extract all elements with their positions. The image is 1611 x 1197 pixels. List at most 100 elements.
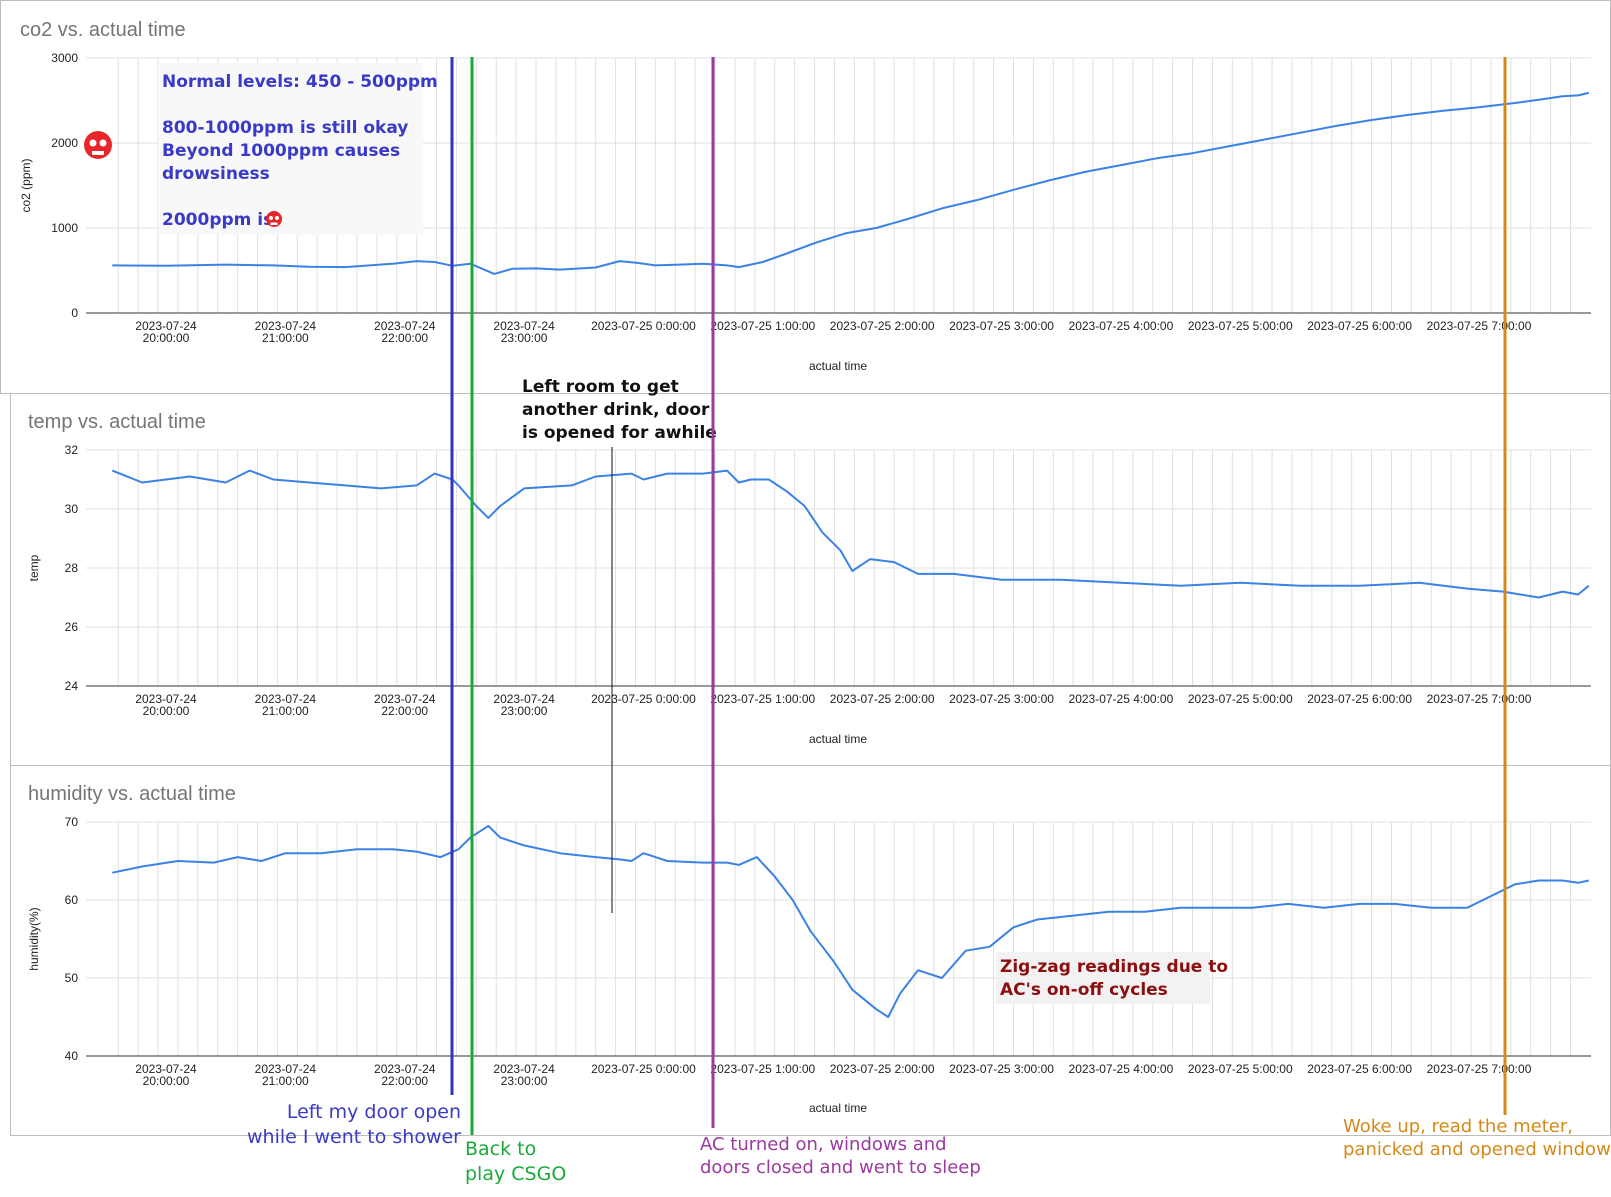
x-tick-label: 2023-07-25 0:00:00 [591,319,696,333]
humidity-chart: 40 50 60 70 humidity vs. actual time actual t… [27,783,1591,1115]
series-line-humidity [112,824,1590,1018]
x-tick-label: 2023-07-25 1:00:00 [710,1062,815,1076]
x-tick-label: 2023-07-25 2:00:00 [830,692,935,706]
x-tick-label: 2023-07-24 [255,692,317,706]
y-tick-label: 26 [65,620,79,634]
x-tick-label: 2023-07-24 [374,692,436,706]
y-tick-label: 32 [65,443,79,457]
x-tick-label: 2023-07-24 [255,1062,317,1076]
x-tick-label-time: 22:00:00 [381,331,428,345]
co2-info-line2: 800-1000ppm is still okay [162,118,408,138]
x-tick-label-time: 23:00:00 [501,704,548,718]
skull-icon [84,131,112,159]
x-tick-label: 2023-07-24 [493,692,555,706]
x-tick-label: 2023-07-25 5:00:00 [1188,1062,1293,1076]
shower-note-line1: Left my door open [287,1101,461,1123]
co2-info-line1: Normal levels: 450 - 500ppm [162,72,438,92]
drink-note-line1: Left room to get [522,377,679,397]
x-tick-label: 2023-07-25 4:00:00 [1069,1062,1174,1076]
zigzag-note-line2: AC's on-off cycles [1000,980,1168,1000]
x-tick-label: 2023-07-24 [493,1062,555,1076]
y-tick-label: 30 [65,502,79,516]
woke-note-line1: Woke up, read the meter, [1343,1116,1573,1137]
y-axis-label: humidity(%) [27,907,41,970]
x-tick-label: 2023-07-25 6:00:00 [1307,1062,1412,1076]
drink-note-line3: is opened for awhile [522,423,717,443]
x-tick-label: 2023-07-25 1:00:00 [710,692,815,706]
x-tick-label: 2023-07-25 6:00:00 [1307,692,1412,706]
series-line-temp [111,469,1590,599]
co2-info-box [158,63,423,235]
sleep-note-line2: doors closed and went to sleep [700,1157,981,1178]
x-tick-label: 2023-07-25 0:00:00 [591,692,696,706]
x-tick-label-time: 23:00:00 [501,331,548,345]
sleep-note-line1: AC turned on, windows and [700,1134,947,1155]
y-tick-label: 1000 [51,221,78,235]
x-tick-label: 2023-07-25 3:00:00 [949,319,1054,333]
x-tick-label-time: 21:00:00 [262,704,309,718]
skull-icon-small [266,211,282,227]
y-tick-label: 60 [65,893,79,907]
y-tick-label: 70 [65,815,79,829]
x-tick-label: 2023-07-25 3:00:00 [949,1062,1054,1076]
x-axis-label: actual time [809,732,867,746]
x-tick-label: 2023-07-25 1:00:00 [710,319,815,333]
x-tick-label: 2023-07-24 [135,319,197,333]
y-tick-label: 28 [65,561,79,575]
y-tick-label: 0 [71,306,78,320]
x-tick-label: 2023-07-25 5:00:00 [1188,319,1293,333]
zigzag-note-line1: Zig-zag readings due to [1000,957,1228,977]
x-axis-label: actual time [809,359,867,373]
x-tick-label-time: 21:00:00 [262,331,309,345]
chart-title: co2 vs. actual time [20,19,186,41]
x-tick-label: 2023-07-25 0:00:00 [591,1062,696,1076]
x-tick-label: 2023-07-24 [493,319,555,333]
x-tick-label: 2023-07-24 [374,1062,436,1076]
x-tick-label: 2023-07-25 7:00:00 [1427,1062,1532,1076]
temp-chart-frame [10,393,1611,766]
humidity-chart-frame [10,765,1611,1136]
y-axis-label: temp [27,554,41,581]
y-tick-label: 50 [65,971,79,985]
x-tick-label: 2023-07-25 5:00:00 [1188,692,1293,706]
series-line-co2 [112,91,1590,275]
x-tick-label: 2023-07-24 [135,692,197,706]
chart-title: temp vs. actual time [28,411,206,433]
x-tick-label-time: 22:00:00 [381,704,428,718]
co2-info-line4: drowsiness [162,164,270,184]
x-tick-label: 2023-07-25 7:00:00 [1427,319,1532,333]
y-tick-label: 40 [65,1049,79,1063]
x-axis-label: actual time [809,1101,867,1115]
x-tick-label: 2023-07-25 3:00:00 [949,692,1054,706]
y-axis-label: co2 (ppm) [19,158,33,212]
y-tick-label: 24 [65,679,79,693]
chart-title: humidity vs. actual time [28,783,236,805]
y-tick-label: 3000 [51,51,78,65]
x-tick-label-time: 23:00:00 [501,1074,548,1088]
x-tick-label: 2023-07-24 [135,1062,197,1076]
x-tick-label-time: 20:00:00 [143,1074,190,1088]
x-tick-label: 2023-07-24 [374,319,436,333]
x-tick-label: 2023-07-24 [255,319,317,333]
shower-note-line2: while I went to shower [247,1126,461,1148]
temp-chart: 24 26 28 30 32 temp vs. actual time actual tim… [27,411,1591,746]
co2-info-line5: 2000ppm is [162,210,273,230]
x-tick-label: 2023-07-25 2:00:00 [830,319,935,333]
drink-note-line2: another drink, door [522,400,710,420]
woke-note-line2: panicked and opened windows [1343,1139,1611,1160]
x-tick-label: 2023-07-25 6:00:00 [1307,319,1412,333]
x-tick-label: 2023-07-25 7:00:00 [1427,692,1532,706]
x-tick-label-time: 20:00:00 [143,331,190,345]
x-tick-label: 2023-07-25 4:00:00 [1069,319,1174,333]
y-tick-label: 2000 [51,136,78,150]
x-tick-label: 2023-07-25 4:00:00 [1069,692,1174,706]
x-tick-label-time: 22:00:00 [381,1074,428,1088]
x-tick-label-time: 20:00:00 [143,704,190,718]
csgo-note-line1: Back to [465,1138,536,1160]
co2-info-line3: Beyond 1000ppm causes [162,141,400,161]
zigzag-note-box [996,952,1210,1004]
x-tick-label-time: 21:00:00 [262,1074,309,1088]
csgo-note-line2: play CSGO [465,1163,566,1185]
x-tick-label: 2023-07-25 2:00:00 [830,1062,935,1076]
